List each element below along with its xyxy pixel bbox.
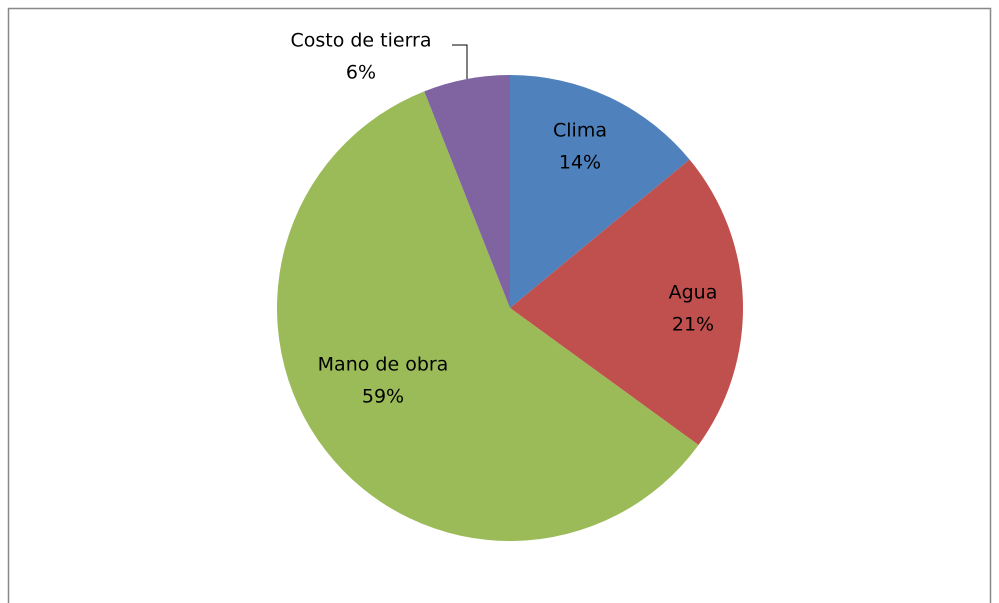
value-label: 14%	[559, 152, 601, 174]
value-label: 6%	[346, 62, 376, 84]
pie-slice	[510, 159, 743, 445]
slice-label: Costo de tierra	[290, 30, 431, 52]
slice-label: Agua	[669, 282, 718, 304]
slice-label: Clima	[553, 120, 607, 142]
value-label: 21%	[672, 314, 714, 336]
pie-slice	[424, 75, 510, 308]
chart-border	[7, 7, 992, 603]
leader-line	[452, 44, 468, 81]
value-label: 59%	[362, 386, 404, 408]
pie-slice	[276, 91, 699, 542]
slice-label: Mano de obra	[318, 354, 449, 376]
pie-slice	[510, 75, 690, 308]
